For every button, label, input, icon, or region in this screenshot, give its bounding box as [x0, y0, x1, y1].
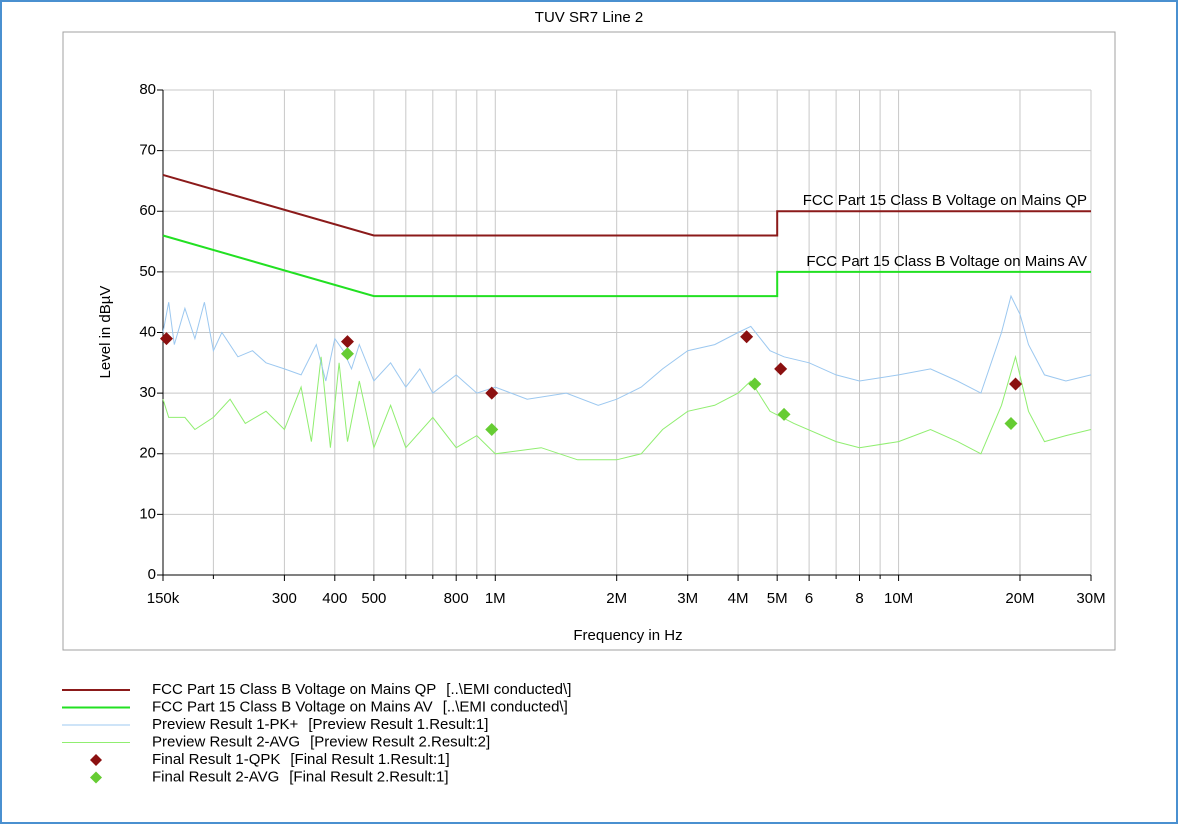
series-line [162, 234, 1091, 298]
data-point [740, 330, 754, 344]
limit-label: FCC Part 15 Class B Voltage on Mains QP [803, 192, 1087, 209]
y-tick-label: 10 [139, 505, 156, 522]
legend-name: FCC Part 15 Class B Voltage on Mains QP [152, 681, 436, 698]
legend-name: Preview Result 1-PK+ [152, 716, 299, 733]
legend-name: Final Result 2-AVG [152, 768, 279, 785]
y-axis-label: Level in dBµV [97, 286, 114, 379]
x-tick-label: 500 [361, 590, 386, 607]
chart-frame [62, 31, 1116, 651]
x-tick-label: 6 [805, 590, 813, 607]
x-tick-label: 10M [884, 590, 913, 607]
x-axis-label: Frequency in Hz [573, 627, 682, 644]
legend-name: Final Result 1-QPK [152, 751, 280, 768]
x-tick-label: 800 [444, 590, 469, 607]
data-point [340, 347, 354, 361]
data-point [159, 332, 173, 346]
legend-label: Final Result 1-QPK [Final Result 1.Result… [152, 751, 450, 768]
legend-swatch [90, 771, 102, 784]
series-line [162, 294, 1092, 406]
series-line [162, 354, 1092, 461]
y-tick-label: 50 [139, 263, 156, 280]
legend-name: FCC Part 15 Class B Voltage on Mains AV [152, 698, 433, 715]
y-tick-label: 30 [139, 384, 156, 401]
legend-source: [Final Result 2.Result:1] [289, 768, 448, 785]
x-tick-label: 4M [728, 590, 749, 607]
y-tick-label: 20 [139, 445, 156, 462]
legend-label: Preview Result 1-PK+ [Preview Result 1.Re… [152, 716, 488, 733]
legend-source: [..\EMI conducted\] [443, 698, 568, 715]
y-tick-label: 60 [139, 202, 156, 219]
data-point [485, 386, 499, 400]
data-point [1004, 416, 1018, 430]
x-tick-label: 30M [1076, 590, 1105, 607]
data-point [777, 407, 791, 421]
x-tick-label: 2M [606, 590, 627, 607]
y-tick-label: 70 [139, 142, 156, 159]
x-tick-label: 1M [485, 590, 506, 607]
chart-title: TUV SR7 Line 2 [535, 9, 643, 26]
x-tick-label: 20M [1005, 590, 1034, 607]
legend-label: Final Result 2-AVG [Final Result 2.Result… [152, 768, 449, 785]
x-tick-label: 150k [147, 590, 180, 607]
data-point [1009, 377, 1023, 391]
legend-source: [..\EMI conducted\] [446, 681, 571, 698]
legend-label: FCC Part 15 Class B Voltage on Mains AV [… [152, 698, 568, 715]
series-line [162, 173, 1091, 237]
legend-name: Preview Result 2-AVG [152, 733, 300, 750]
data-point [774, 362, 788, 376]
y-tick-label: 40 [139, 323, 156, 340]
data-point [485, 423, 499, 436]
x-tick-label: 5M [767, 590, 788, 607]
limit-label: FCC Part 15 Class B Voltage on Mains AV [806, 253, 1087, 270]
data-point [748, 377, 762, 391]
x-tick-label: 300 [272, 590, 297, 607]
legend-swatch [90, 754, 102, 766]
legend-source: [Final Result 1.Result:1] [290, 751, 449, 768]
x-tick-label: 400 [322, 590, 347, 607]
legend-source: [Preview Result 1.Result:1] [308, 716, 488, 733]
legend-label: Preview Result 2-AVG [Preview Result 2.Re… [152, 733, 490, 750]
y-tick-label: 80 [139, 81, 156, 98]
y-tick-label: 0 [148, 566, 156, 583]
data-point [340, 335, 354, 349]
legend-label: FCC Part 15 Class B Voltage on Mains QP [… [152, 681, 571, 698]
x-tick-label: 3M [677, 590, 698, 607]
legend-source: [Preview Result 2.Result:2] [310, 733, 490, 750]
x-tick-label: 8 [855, 590, 863, 607]
